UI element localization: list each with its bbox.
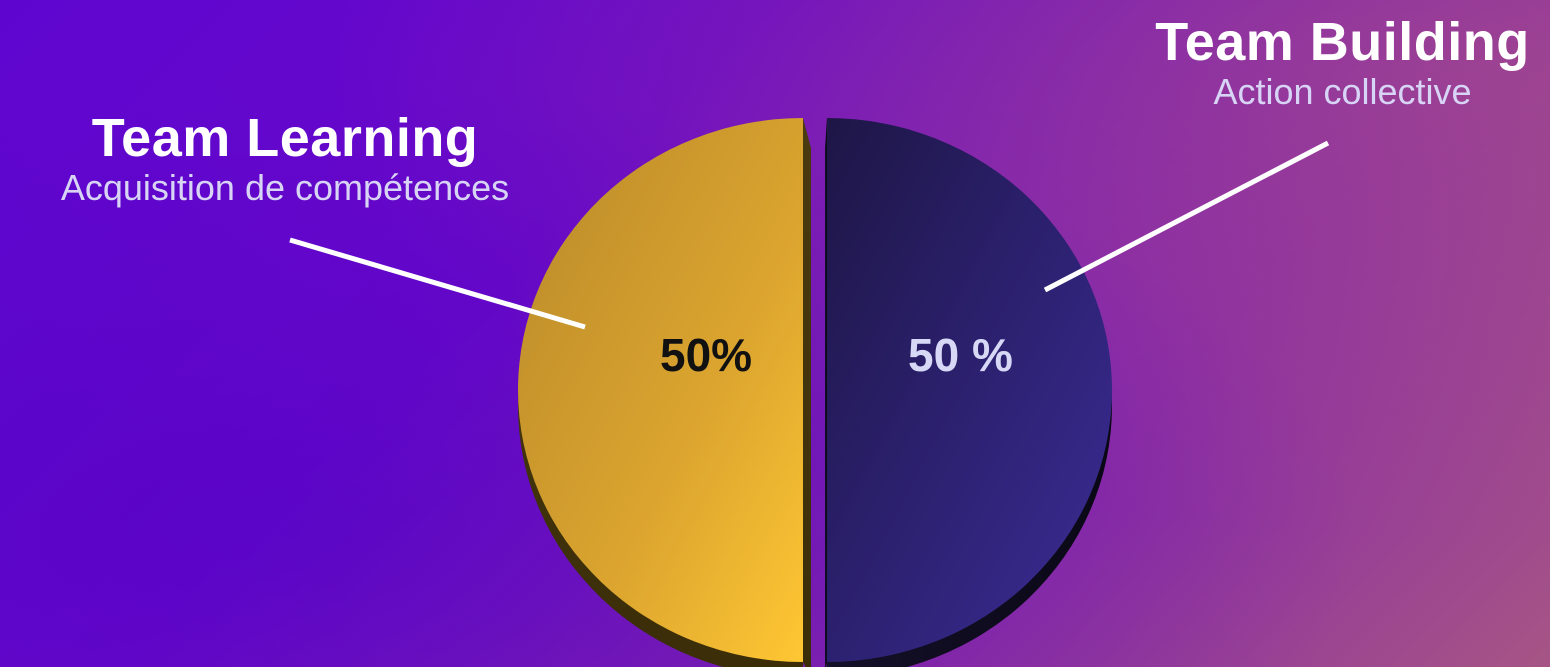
slice-wall-team-building — [825, 118, 827, 667]
label-team-learning: Team Learning Acquisition de compétences — [10, 108, 560, 208]
slice-wall-team-learning — [803, 118, 811, 667]
label-team-building: Team Building Action collective — [1140, 12, 1545, 112]
slice-subtitle-team-learning: Acquisition de compétences — [60, 167, 510, 208]
data-label-team-building: 50 % — [908, 329, 1013, 381]
slice-team-learning — [518, 118, 803, 662]
leader-line-team-building — [1043, 140, 1330, 293]
data-label-team-learning: 50% — [660, 329, 753, 381]
slice-subtitle-team-building: Action collective — [1213, 71, 1472, 112]
slices-layer — [518, 118, 1112, 667]
slice-name-team-learning: Team Learning — [91, 108, 479, 168]
slice-team-building — [827, 118, 1112, 662]
leader-line-team-learning — [289, 237, 586, 330]
slice-name-team-building: Team Building — [1155, 12, 1530, 72]
leader-lines-layer — [289, 140, 1330, 330]
